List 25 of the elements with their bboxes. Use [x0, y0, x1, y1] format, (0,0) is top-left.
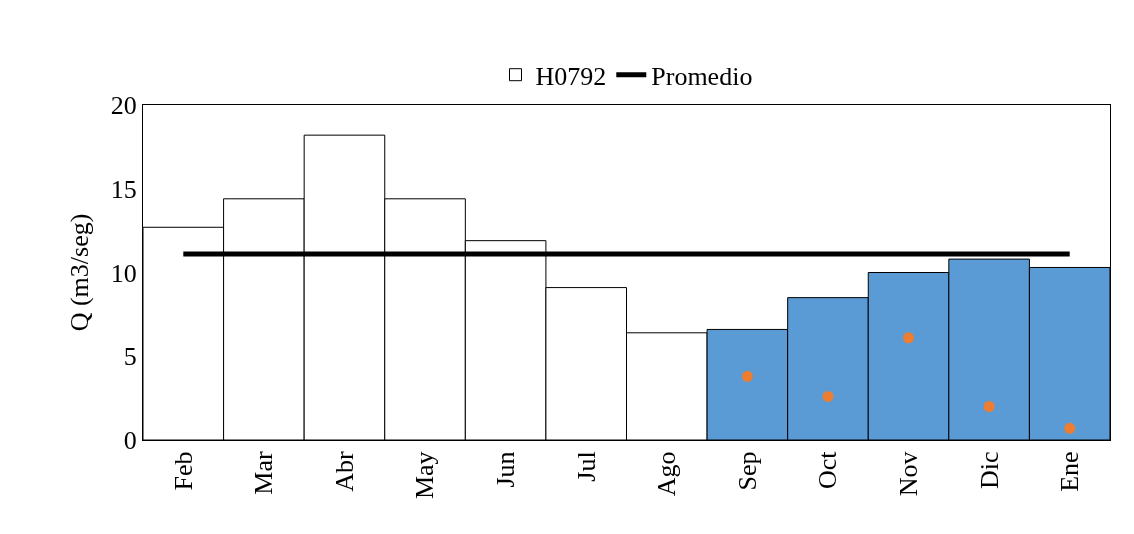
point — [822, 390, 834, 402]
x-tick-label: May — [410, 451, 440, 500]
x-tick-label: Oct — [813, 450, 843, 489]
y-tick-label: 0 — [123, 426, 137, 456]
x-tick-label: Jun — [491, 451, 521, 488]
y-tick-label: 15 — [110, 174, 137, 204]
x-tick-label: Mar — [249, 451, 279, 495]
y-tick-label: 20 — [110, 91, 137, 121]
y-tick-label: 5 — [123, 342, 137, 372]
x-tick-label: Sep — [732, 451, 762, 491]
x-tick-label: Feb — [168, 451, 198, 491]
x-tick-label: Dic — [974, 451, 1004, 489]
x-tick-label: Abr — [329, 451, 359, 492]
legend-label: H0792 — [535, 61, 607, 91]
legend-label: Promedio — [651, 61, 753, 91]
point — [1064, 422, 1076, 434]
x-tick-label: Jul — [571, 451, 601, 482]
y-tick-label: 10 — [110, 258, 137, 288]
y-axis-title: Q (m3/seg) — [65, 213, 95, 332]
x-tick-label: Ago — [652, 451, 682, 497]
x-tick-label: Nov — [893, 451, 923, 497]
point — [741, 370, 753, 382]
point — [903, 332, 915, 344]
point — [983, 401, 995, 412]
x-tick-label: Ene — [1055, 451, 1085, 492]
